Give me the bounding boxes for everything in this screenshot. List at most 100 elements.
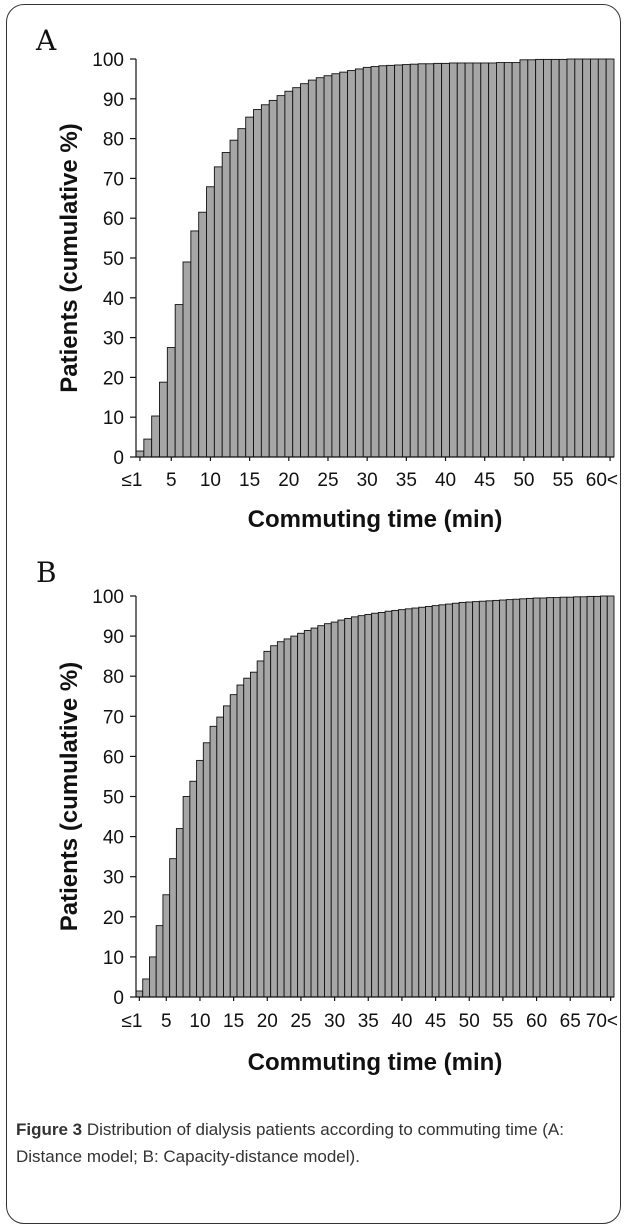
bar [263,650,272,998]
bar [496,62,505,458]
bar [417,63,427,458]
bar [404,608,413,998]
x-tick-label: ≤1 [122,470,143,491]
bar [229,139,239,458]
y-tick-label: 40 [103,828,124,849]
x-tick-label: 20 [278,470,299,491]
x-tick-label: 30 [324,1011,345,1032]
x-tick-label: 5 [166,470,177,491]
x-tick-label: 60 [526,1011,547,1032]
bar [456,62,466,458]
bar [344,618,352,998]
bar [243,677,251,998]
bar [384,610,393,998]
bar [398,609,406,998]
x-tick-label: 45 [474,470,495,491]
bar [582,58,591,458]
bar [159,381,168,458]
bar [425,63,435,458]
y-tick-label: 80 [103,130,124,151]
bar [362,66,372,458]
x-tick-label: 25 [290,1011,311,1032]
y-tick-label: 10 [103,948,124,969]
bar [586,595,595,998]
bar [256,660,265,998]
y-tick-label: 50 [103,249,124,270]
bar [566,596,575,998]
figure-caption: Figure 3 Distribution of dialysis patien… [16,1116,610,1170]
bar [478,600,487,998]
bar [600,595,608,998]
bar [245,116,254,458]
bar [433,62,443,458]
x-tick-label: 55 [492,1011,513,1032]
bar [391,609,400,998]
bar [418,606,426,998]
x-tick-label: 60< [586,470,618,491]
bar [323,75,333,458]
figure-caption-text: Distribution of dialysis patients accord… [16,1120,564,1166]
bar [260,104,270,458]
bar [216,716,224,998]
x-tick-label: 35 [358,1011,379,1032]
x-tick-label: 55 [552,470,573,491]
bar [198,211,207,458]
bar [472,601,480,998]
bar [505,599,514,998]
bar [357,615,366,998]
bar [196,759,204,998]
bar [552,597,561,998]
y-axis-title: Patients (cumulative %) [56,662,83,931]
y-tick-label: 70 [103,707,124,728]
bar [411,607,420,998]
y-tick-label: 20 [103,368,124,389]
y-tick-label: 100 [92,587,124,608]
bar [276,95,286,458]
bar [324,623,332,998]
bar [330,621,339,998]
bar [249,671,258,998]
y-tick-label: 70 [103,169,124,190]
bar [519,59,529,458]
y-tick-label: 40 [103,289,124,310]
x-axis-title: Commuting time (min) [248,506,503,533]
bar [221,152,231,458]
bar [566,58,576,458]
x-tick-label: 20 [257,1011,278,1032]
x-axis-title: Commuting time (min) [248,1049,503,1076]
bar [307,79,317,458]
bar [451,602,460,998]
bar [485,600,494,998]
bar [377,611,386,998]
bar [297,632,305,998]
x-tick-label: 5 [161,1011,172,1032]
chart-panel-b: B 0 10 20 30 40 50 60 70 80 90 100 ≤1 5 10 15 20 25 30 35 40… [36,556,618,1076]
bar [303,630,312,998]
bar [401,64,411,458]
bar [331,73,341,458]
x-tick-label: ≤1 [122,1011,143,1032]
y-tick-label: 90 [103,90,124,111]
bar [574,58,584,458]
bar [182,261,192,458]
bar [438,604,447,998]
y-tick-label: 60 [103,209,124,230]
bar [431,605,440,998]
bar [315,77,325,458]
bar [151,415,160,458]
panel-label: B [36,556,57,589]
figure-label: Figure 3 [16,1120,83,1139]
panel-label: A [35,24,57,57]
bar [175,828,184,998]
bar [162,894,171,998]
bar [354,68,364,458]
bar [559,596,568,998]
bar [527,59,537,458]
y-tick-label: 30 [103,868,124,889]
bar [539,597,548,998]
bar [182,796,191,998]
x-tick-label: 50 [513,470,534,491]
x-tick-label: 50 [459,1011,480,1032]
bar [190,230,200,458]
